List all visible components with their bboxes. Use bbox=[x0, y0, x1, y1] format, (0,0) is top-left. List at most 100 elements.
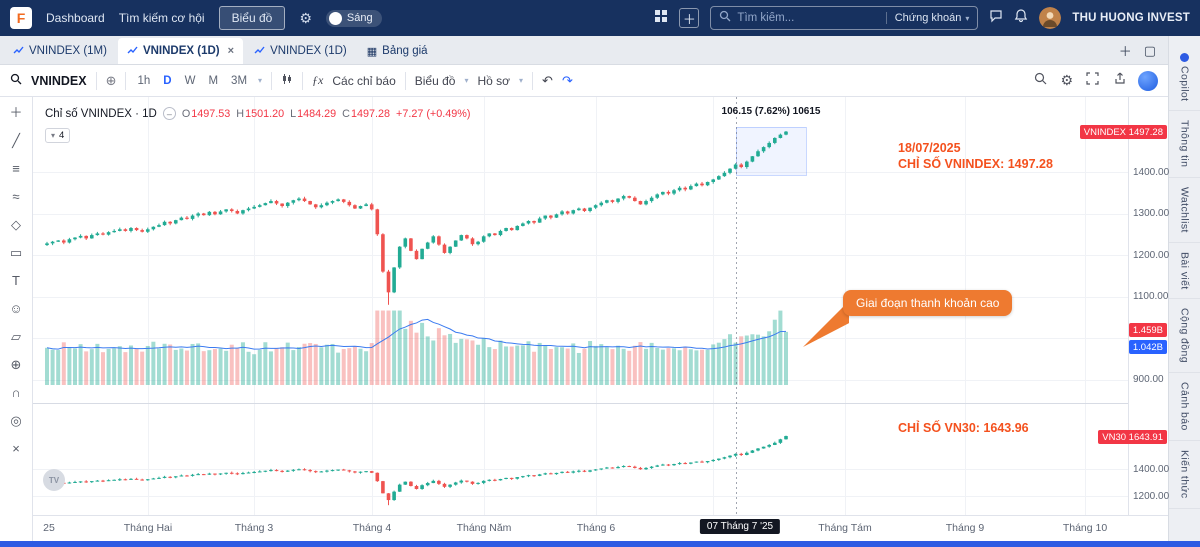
timeframe-1w[interactable]: W bbox=[184, 74, 196, 87]
search-scope-select[interactable]: Chứng khoán ▾ bbox=[885, 12, 970, 24]
measure-result-label: 106.15 (7.62%) 10615 bbox=[721, 106, 821, 117]
fullscreen-icon[interactable] bbox=[1086, 71, 1099, 90]
panel-tab-watchlist[interactable]: Watchlist bbox=[1169, 178, 1200, 243]
time-tick: Tháng Tám bbox=[818, 522, 872, 534]
timeframe-chevron-icon[interactable]: ▾ bbox=[258, 76, 263, 85]
undo-button[interactable]: ↶ bbox=[542, 72, 553, 88]
fib-retracement-tool[interactable]: ≡ bbox=[12, 161, 20, 176]
notifications-bell-icon[interactable] bbox=[1014, 8, 1028, 28]
annotation-date[interactable]: 18/07/2025 bbox=[898, 141, 961, 155]
search-input[interactable] bbox=[737, 12, 880, 24]
high-label: H bbox=[236, 107, 245, 120]
tab-vnindex-1d-active[interactable]: VNINDEX (1D) × bbox=[117, 38, 244, 64]
time-tick: Tháng Năm bbox=[456, 522, 512, 534]
chart-menu-button[interactable]: Biểu đồ bbox=[414, 73, 456, 88]
zoom-tool[interactable]: ⊕ bbox=[10, 357, 22, 372]
volume-current-badge: 1.042B bbox=[1128, 340, 1167, 355]
magnet-tool[interactable]: ∩ bbox=[11, 385, 21, 400]
close-value: 1497.28 bbox=[350, 107, 391, 120]
symbol-button[interactable]: VNINDEX bbox=[31, 73, 87, 88]
hidden-indicators-count: 4 bbox=[59, 130, 65, 141]
delete-drawings-tool[interactable]: × bbox=[12, 441, 20, 456]
liquidity-callout[interactable]: Giai đoạn thanh khoản cao bbox=[843, 290, 1013, 316]
price-axis[interactable]: 1400.00 1300.00 1200.00 1100.00 900.00 1… bbox=[1128, 97, 1170, 515]
timeframe-1h[interactable]: 1h bbox=[137, 74, 151, 87]
tab-label: Bảng giá bbox=[382, 45, 428, 57]
theme-toggle[interactable]: Sáng bbox=[325, 9, 382, 27]
tab-price-board[interactable]: ▦ Bảng giá bbox=[358, 38, 437, 64]
indicators-button[interactable]: Các chỉ báo bbox=[332, 73, 396, 88]
chat-icon[interactable] bbox=[989, 9, 1003, 28]
new-tab-button[interactable]: ＋ bbox=[1118, 44, 1132, 59]
panel-tab-alerts[interactable]: Cảnh báo bbox=[1169, 373, 1200, 442]
chevron-down-icon: ▾ bbox=[51, 131, 56, 140]
close-tab-icon[interactable]: × bbox=[227, 45, 235, 57]
hide-drawings-tool[interactable]: ◎ bbox=[10, 413, 22, 428]
search-icon bbox=[719, 9, 731, 27]
trend-line-tool[interactable]: ╱ bbox=[12, 133, 20, 148]
bottom-accent-bar bbox=[0, 541, 1200, 547]
apps-grid-icon[interactable] bbox=[654, 9, 668, 28]
annotation-vnindex[interactable]: CHỈ SỐ VNINDEX: 1497.28 bbox=[898, 157, 1053, 171]
panel-tab-knowledge[interactable]: Kiến thức bbox=[1169, 441, 1200, 509]
nav-dashboard[interactable]: Dashboard bbox=[46, 11, 105, 25]
redo-button[interactable]: ↷ bbox=[561, 72, 573, 88]
nav-charts[interactable]: Biểu đồ bbox=[218, 6, 286, 30]
measure-tool[interactable]: ▱ bbox=[11, 329, 21, 344]
copilot-button[interactable] bbox=[1138, 70, 1158, 91]
tab-vnindex-1m[interactable]: VNINDEX (1M) bbox=[4, 38, 116, 64]
quick-search-icon[interactable] bbox=[1034, 72, 1047, 90]
timeframe-1m[interactable]: M bbox=[208, 74, 219, 87]
open-value: 1497.53 bbox=[191, 107, 231, 120]
settings-icon[interactable]: ⚙ bbox=[299, 9, 312, 26]
user-avatar[interactable] bbox=[1039, 7, 1062, 29]
candle-style-icon[interactable] bbox=[281, 72, 293, 90]
crosshair-tool[interactable]: ＋ bbox=[9, 105, 23, 120]
pattern-tool[interactable]: ≈ bbox=[12, 189, 20, 204]
timeframe-3m[interactable]: 3M bbox=[231, 74, 248, 87]
chart-toolbar: VNINDEX ⊕ 1h D W M 3M ▾ ƒx Các chỉ báo B… bbox=[0, 65, 1168, 97]
time-tick: Tháng 3 bbox=[234, 522, 274, 534]
panel-tab-info[interactable]: Thông tin bbox=[1169, 111, 1200, 178]
time-axis[interactable]: 25 Tháng Hai Tháng 3 Tháng 4 Tháng Năm T… bbox=[33, 515, 1168, 541]
panel-tab-community[interactable]: Cộng đồng bbox=[1169, 299, 1200, 374]
legend-title: Chỉ số VNINDEX · 1D bbox=[45, 107, 157, 120]
chart-settings-icon[interactable]: ⚙ bbox=[1060, 72, 1073, 88]
toggle-knob bbox=[328, 11, 342, 25]
panel-layout-icon[interactable]: ▢ bbox=[1143, 42, 1156, 58]
text-tool[interactable]: T bbox=[12, 273, 20, 288]
forecast-tool[interactable]: ◇ bbox=[11, 217, 21, 232]
username[interactable]: THU HUONG INVEST bbox=[1072, 12, 1190, 24]
collapse-pane-icon[interactable]: – bbox=[162, 107, 176, 120]
shapes-tool[interactable]: ▭ bbox=[9, 245, 23, 260]
panel-tab-label: Thông tin bbox=[1178, 120, 1191, 168]
timeframe-1d[interactable]: D bbox=[163, 74, 172, 87]
price-tick: 900.00 bbox=[1133, 374, 1164, 385]
fireant-logo[interactable]: F bbox=[10, 7, 32, 29]
global-search[interactable]: Chứng khoán ▾ bbox=[710, 6, 979, 30]
time-tick: 25 bbox=[43, 522, 55, 534]
time-tick: Tháng 6 bbox=[576, 522, 616, 534]
share-icon[interactable] bbox=[1112, 72, 1125, 90]
annotation-vn30[interactable]: CHỈ SỐ VN30: 1643.96 bbox=[898, 421, 1029, 435]
right-panel-strip: Copilot Thông tin Watchlist Bài viết Cộn… bbox=[1168, 36, 1200, 541]
panel-tab-label: Watchlist bbox=[1178, 186, 1191, 233]
hidden-indicators-box[interactable]: ▾ 4 bbox=[45, 128, 71, 143]
symbol-search-icon[interactable] bbox=[10, 72, 22, 90]
nav-opportunity-search[interactable]: Tìm kiếm cơ hội bbox=[118, 11, 205, 25]
add-widget-button[interactable]: ＋ bbox=[679, 8, 700, 28]
chart-tabbar: VNINDEX (1M) VNINDEX (1D) × VNINDEX (1D)… bbox=[0, 36, 1168, 65]
price-tick: 1200.00 bbox=[1133, 491, 1170, 502]
compare-add-icon[interactable]: ⊕ bbox=[105, 72, 117, 88]
tab-vnindex-1d-2[interactable]: VNINDEX (1D) bbox=[245, 38, 356, 64]
low-label: L bbox=[290, 107, 297, 120]
panel-tab-label: Cộng đồng bbox=[1178, 308, 1191, 364]
panel-tab-label: Bài viết bbox=[1178, 251, 1191, 290]
emoji-tool[interactable]: ☺ bbox=[9, 301, 23, 316]
panel-tab-copilot[interactable]: Copilot bbox=[1169, 44, 1200, 112]
panel-tab-posts[interactable]: Bài viết bbox=[1169, 243, 1200, 300]
last-price-badge: VNINDEX 1497.28 bbox=[1079, 125, 1167, 140]
layout-menu-button[interactable]: Hồ sơ bbox=[477, 73, 511, 88]
price-tick: 1300.00 bbox=[1133, 208, 1170, 219]
chevron-down-icon: ▾ bbox=[965, 13, 970, 23]
